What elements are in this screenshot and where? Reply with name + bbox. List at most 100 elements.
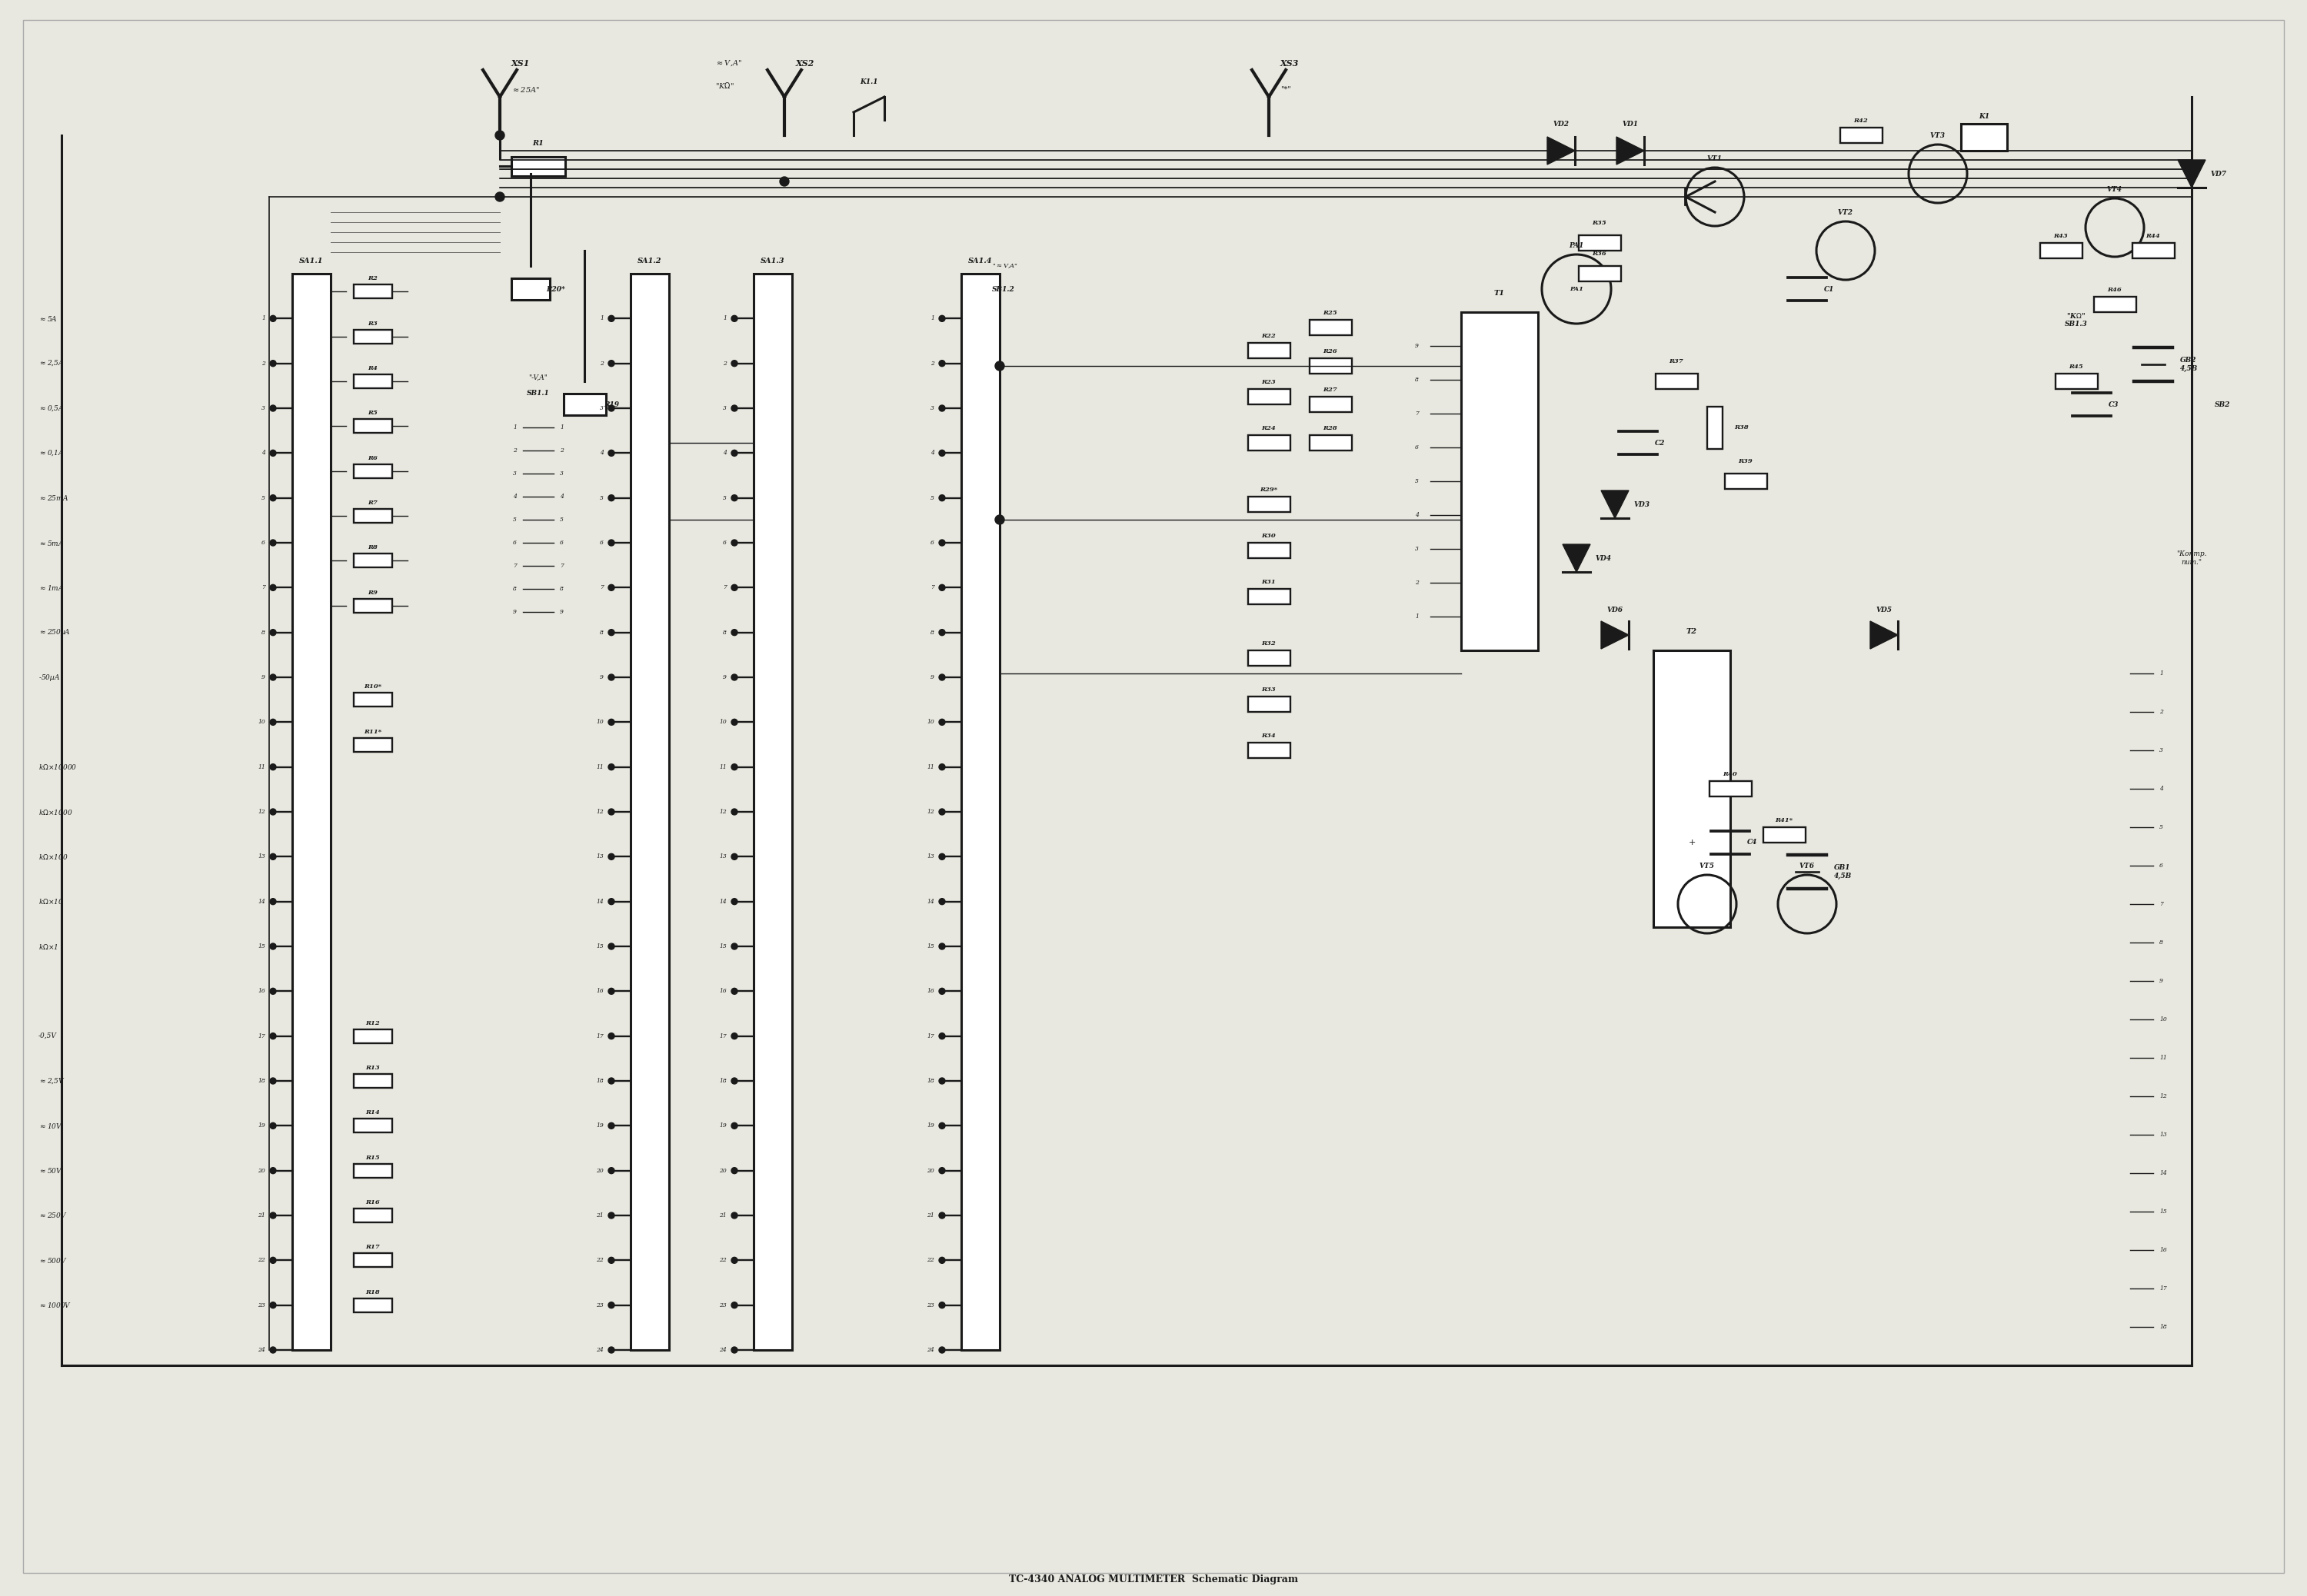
Text: 24: 24 — [927, 1347, 934, 1353]
Text: 4: 4 — [930, 450, 934, 456]
Circle shape — [270, 899, 277, 905]
Bar — [1763, 827, 1804, 843]
Text: 19: 19 — [720, 1122, 727, 1128]
Text: 1: 1 — [2159, 670, 2164, 677]
Text: 5: 5 — [722, 495, 727, 501]
Text: 21: 21 — [258, 1213, 265, 1218]
Text: 5: 5 — [600, 495, 604, 501]
Circle shape — [731, 943, 738, 950]
Text: R9: R9 — [369, 589, 378, 595]
Text: 7: 7 — [722, 584, 727, 591]
Text: 9: 9 — [600, 674, 604, 680]
Text: 2: 2 — [2159, 709, 2164, 715]
Text: R30: R30 — [1262, 533, 1276, 539]
Text: 9: 9 — [512, 610, 517, 614]
Text: 14: 14 — [720, 899, 727, 905]
Text: 1: 1 — [722, 316, 727, 322]
Text: 10: 10 — [720, 720, 727, 725]
Circle shape — [270, 1122, 277, 1128]
Circle shape — [939, 674, 946, 680]
Bar — [1248, 543, 1290, 559]
Text: "-V,A": "-V,A" — [528, 375, 547, 381]
Text: 1: 1 — [930, 316, 934, 322]
Bar — [1248, 389, 1290, 404]
Circle shape — [609, 361, 614, 367]
Text: SB2: SB2 — [2215, 401, 2231, 409]
Circle shape — [609, 316, 614, 322]
Text: 14: 14 — [258, 899, 265, 905]
Circle shape — [609, 899, 614, 905]
Text: 4: 4 — [561, 493, 563, 500]
Circle shape — [939, 1347, 946, 1353]
Circle shape — [270, 405, 277, 412]
Text: R6: R6 — [369, 455, 378, 461]
Text: 15: 15 — [595, 943, 604, 950]
Text: R1: R1 — [533, 140, 544, 147]
Bar — [2095, 297, 2136, 313]
Text: R25: R25 — [1324, 310, 1338, 316]
Text: 10: 10 — [2159, 1017, 2166, 1023]
Circle shape — [270, 809, 277, 816]
Circle shape — [731, 539, 738, 546]
Text: 19: 19 — [258, 1122, 265, 1128]
Text: 1: 1 — [512, 425, 517, 431]
Text: 3: 3 — [261, 405, 265, 412]
Circle shape — [270, 316, 277, 322]
Bar — [353, 464, 392, 477]
Text: 22: 22 — [927, 1258, 934, 1264]
Text: 16: 16 — [595, 988, 604, 994]
Bar — [1709, 780, 1751, 796]
Bar — [353, 1074, 392, 1088]
Circle shape — [609, 1122, 614, 1128]
Polygon shape — [1871, 621, 1899, 650]
Text: $\approx$1mA: $\approx$1mA — [39, 584, 65, 592]
Bar — [353, 1163, 392, 1178]
Circle shape — [609, 1258, 614, 1264]
Text: VT3: VT3 — [1931, 132, 1945, 139]
Text: T1: T1 — [1495, 290, 1504, 297]
Circle shape — [270, 1302, 277, 1309]
Circle shape — [939, 1258, 946, 1264]
Text: 4: 4 — [512, 493, 517, 500]
Text: $\approx$250V: $\approx$250V — [39, 1211, 67, 1219]
Text: 20: 20 — [720, 1168, 727, 1173]
Text: $\approx$V,A": $\approx$V,A" — [715, 59, 743, 67]
Text: 7: 7 — [261, 584, 265, 591]
Text: VT6: VT6 — [1799, 862, 1816, 870]
Polygon shape — [1601, 621, 1629, 650]
Circle shape — [609, 1077, 614, 1084]
Text: 18: 18 — [2159, 1323, 2166, 1329]
Bar — [1310, 397, 1352, 412]
Bar — [1310, 436, 1352, 450]
Text: $\approx$0,5A: $\approx$0,5A — [39, 404, 65, 413]
Bar — [1248, 696, 1290, 712]
Text: K1.1: K1.1 — [861, 78, 879, 85]
Text: R16: R16 — [367, 1199, 381, 1205]
Text: 17: 17 — [927, 1033, 934, 1039]
Bar — [353, 1029, 392, 1044]
Circle shape — [939, 361, 946, 367]
Text: 18: 18 — [720, 1077, 727, 1084]
Text: R18: R18 — [367, 1290, 381, 1294]
Text: k$\Omega$$\times$1000: k$\Omega$$\times$1000 — [39, 808, 72, 816]
Text: R2: R2 — [369, 276, 378, 281]
Circle shape — [609, 495, 614, 501]
Text: 5: 5 — [512, 517, 517, 523]
Text: 21: 21 — [720, 1213, 727, 1218]
Text: 8: 8 — [600, 629, 604, 635]
Circle shape — [731, 1302, 738, 1309]
Text: 16: 16 — [258, 988, 265, 994]
Text: 8: 8 — [1414, 377, 1419, 383]
Text: 8: 8 — [261, 629, 265, 635]
Text: 5: 5 — [261, 495, 265, 501]
Text: 2: 2 — [561, 447, 563, 453]
Circle shape — [939, 943, 946, 950]
Circle shape — [731, 764, 738, 769]
Text: R43: R43 — [2053, 233, 2067, 239]
Text: 8: 8 — [722, 629, 727, 635]
Text: 1: 1 — [261, 316, 265, 322]
Bar — [353, 1208, 392, 1223]
Bar — [512, 278, 549, 300]
Circle shape — [731, 1213, 738, 1218]
Text: "*": "*" — [1280, 86, 1292, 93]
